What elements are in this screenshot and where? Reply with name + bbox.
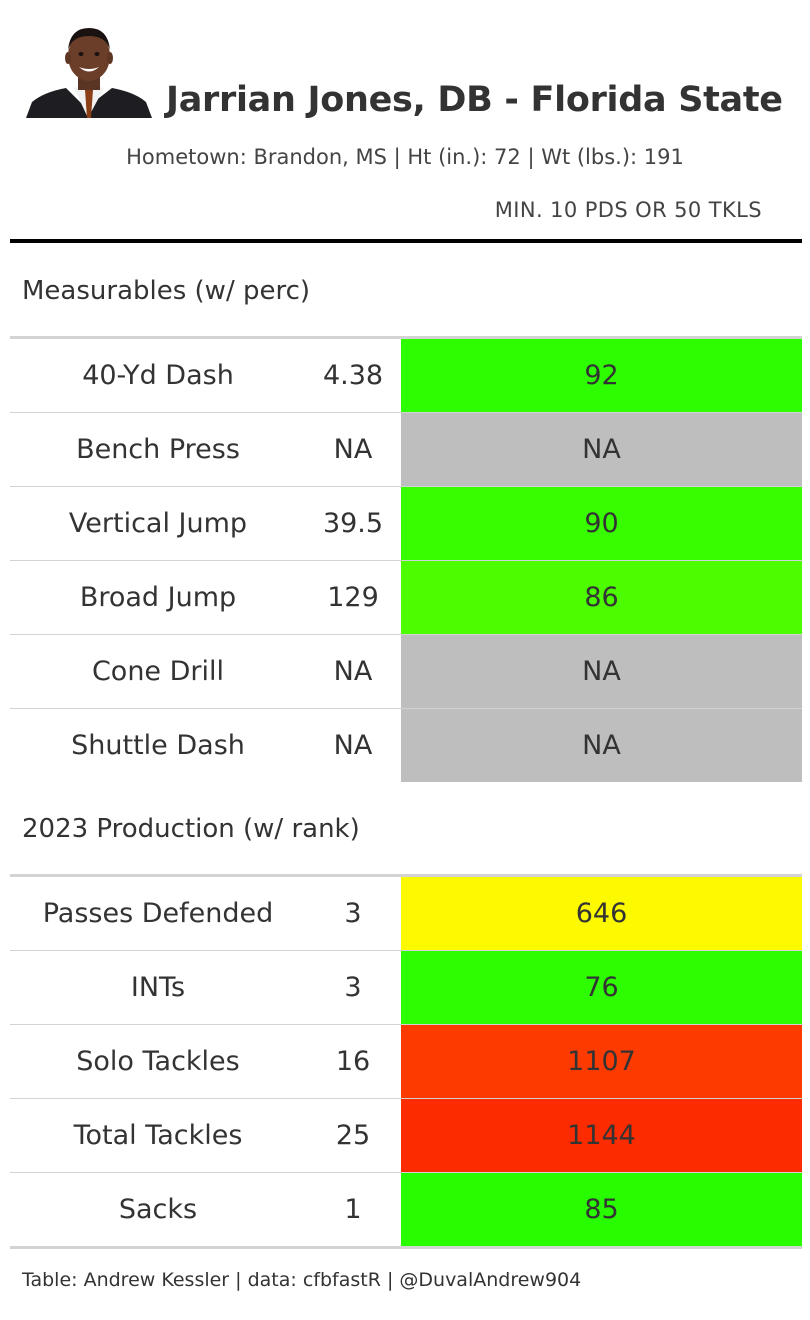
row-label: Shuttle Dash bbox=[71, 730, 245, 761]
measurables-section-label: Measurables (w/ perc) bbox=[22, 276, 311, 306]
measurables-divider bbox=[10, 336, 802, 339]
table-row: Solo Tackles 16 1107 bbox=[10, 1025, 802, 1099]
row-value: 16 bbox=[335, 1046, 371, 1077]
row-label: Total Tackles bbox=[73, 1120, 243, 1151]
player-headshot-icon bbox=[26, 22, 152, 118]
row-label: Vertical Jump bbox=[68, 508, 248, 539]
row-label: INTs bbox=[130, 972, 186, 1003]
row-value: 25 bbox=[335, 1120, 371, 1151]
row-value: 1 bbox=[344, 1194, 362, 1225]
rank-cell: 1107 bbox=[401, 1025, 802, 1098]
row-value: 4.38 bbox=[322, 360, 384, 391]
row-label: Solo Tackles bbox=[76, 1046, 240, 1077]
row-label: Bench Press bbox=[76, 434, 240, 465]
player-subtitle: Hometown: Brandon, MS | Ht (in.): 72 | W… bbox=[126, 145, 684, 169]
table-header: Jarrian Jones, DB - Florida State Hometo… bbox=[0, 0, 810, 245]
percentile-cell: 86 bbox=[401, 561, 802, 634]
row-value: 39.5 bbox=[322, 508, 384, 539]
table-row: Vertical Jump 39.5 90 bbox=[10, 487, 802, 561]
percentile-cell: NA bbox=[401, 709, 802, 782]
filter-note: MIN. 10 PDS OR 50 TKLS bbox=[494, 198, 762, 222]
rank-cell: 85 bbox=[401, 1173, 802, 1246]
table-row: Total Tackles 25 1144 bbox=[10, 1099, 802, 1173]
table-bottom-divider bbox=[10, 1246, 802, 1249]
row-value: NA bbox=[333, 656, 373, 687]
percentile-cell: 92 bbox=[401, 339, 802, 412]
row-label: Broad Jump bbox=[79, 582, 237, 613]
row-value: NA bbox=[333, 730, 373, 761]
rank-cell: 646 bbox=[401, 877, 802, 950]
header-divider bbox=[10, 239, 802, 243]
row-label: Sacks bbox=[118, 1194, 198, 1225]
table-row: 40-Yd Dash 4.38 92 bbox=[10, 339, 802, 413]
table-row: Cone Drill NA NA bbox=[10, 635, 802, 709]
page-title: Jarrian Jones, DB - Florida State bbox=[166, 80, 783, 120]
table-row: Sacks 1 85 bbox=[10, 1173, 802, 1246]
percentile-cell: NA bbox=[401, 635, 802, 708]
percentile-cell: NA bbox=[401, 413, 802, 486]
source-footnote: Table: Andrew Kessler | data: cfbfastR |… bbox=[22, 1269, 582, 1291]
row-label: 40-Yd Dash bbox=[82, 360, 234, 391]
row-value: 3 bbox=[344, 898, 362, 929]
row-label: Cone Drill bbox=[91, 656, 225, 687]
table-row: Bench Press NA NA bbox=[10, 413, 802, 487]
row-value: 3 bbox=[344, 972, 362, 1003]
production-divider bbox=[10, 874, 802, 877]
table-row: Passes Defended 3 646 bbox=[10, 877, 802, 951]
table-row: Shuttle Dash NA NA bbox=[10, 709, 802, 782]
row-value: 129 bbox=[327, 582, 379, 613]
production-section-label: 2023 Production (w/ rank) bbox=[22, 814, 360, 844]
rank-cell: 76 bbox=[401, 951, 802, 1024]
table-row: INTs 3 76 bbox=[10, 951, 802, 1025]
rank-cell: 1144 bbox=[401, 1099, 802, 1172]
row-label: Passes Defended bbox=[42, 898, 274, 929]
percentile-cell: 90 bbox=[401, 487, 802, 560]
table-row: Broad Jump 129 86 bbox=[10, 561, 802, 635]
row-value: NA bbox=[333, 434, 373, 465]
